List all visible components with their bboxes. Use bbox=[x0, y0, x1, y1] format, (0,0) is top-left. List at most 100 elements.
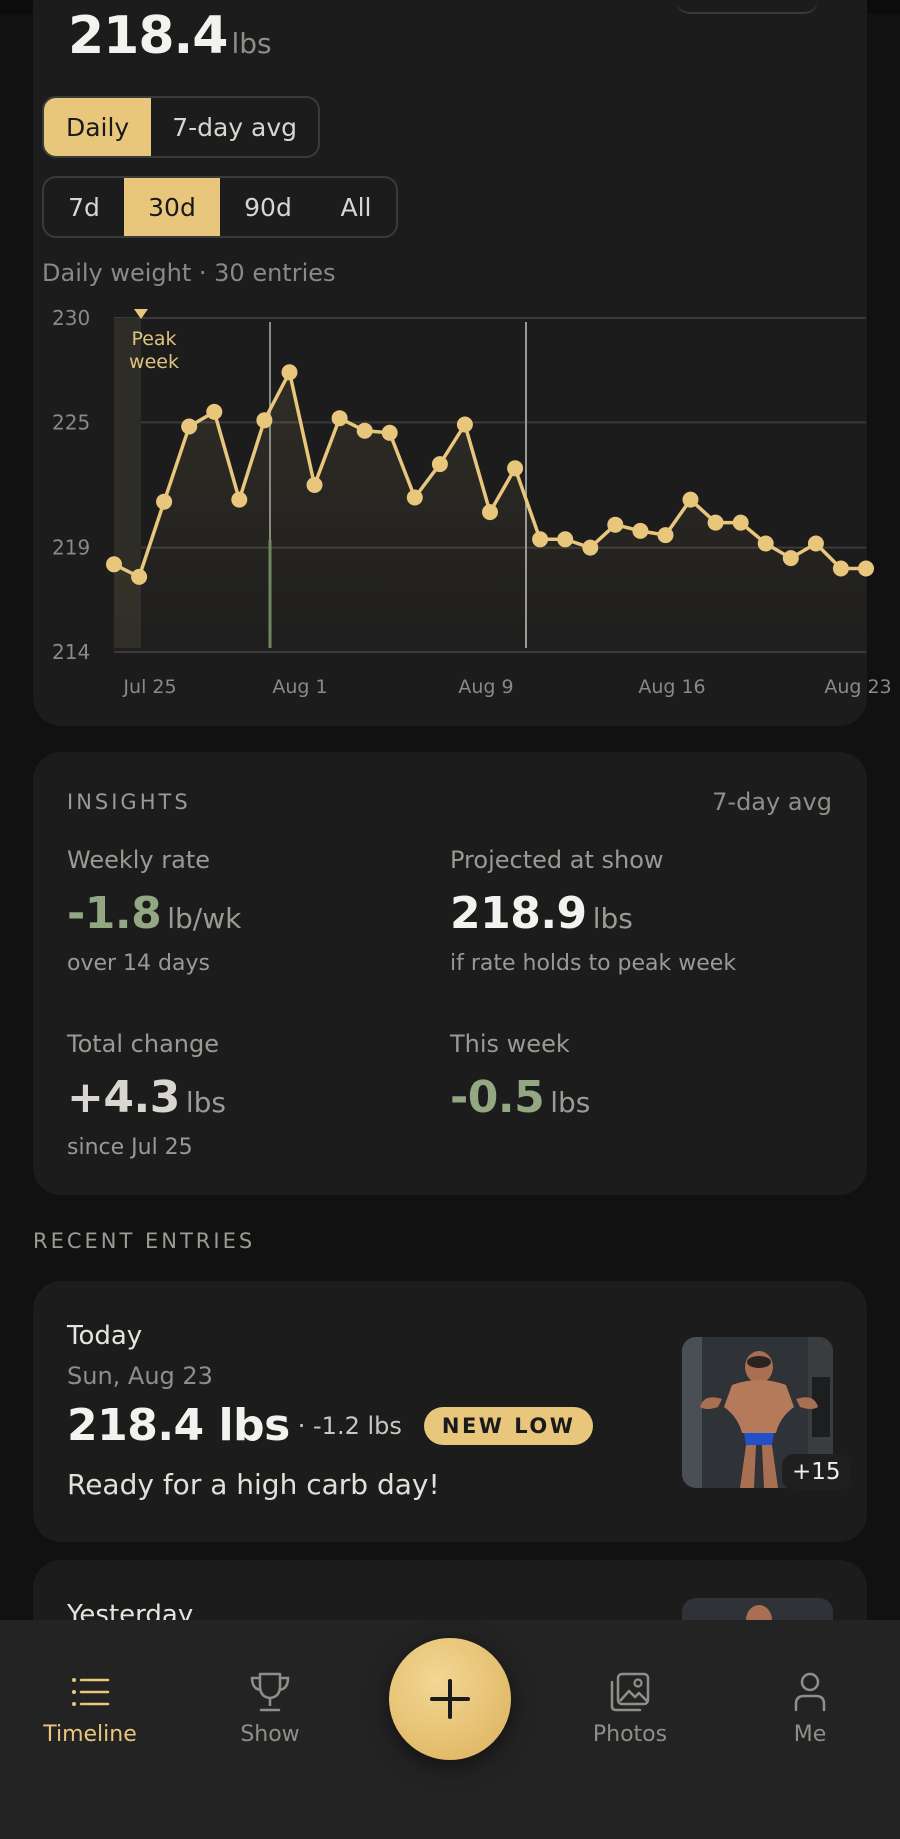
stat-projected: Projected at show 218.9 lbs if rate holds… bbox=[450, 846, 736, 976]
mode-toggle: Daily 7-day avg bbox=[42, 96, 320, 158]
nav-label: Photos bbox=[592, 1722, 668, 1747]
data-point[interactable] bbox=[782, 550, 799, 567]
data-point[interactable] bbox=[106, 556, 122, 573]
range-option-7d[interactable]: 7d bbox=[68, 192, 100, 222]
mode-option-daily[interactable]: Daily bbox=[44, 98, 152, 156]
stat-sub: if rate holds to peak week bbox=[450, 951, 737, 976]
x-tick-label: Aug 9 bbox=[458, 676, 513, 698]
y-tick-label: 219 bbox=[52, 536, 90, 560]
stat-this-week: This week -0.5 lbs bbox=[450, 1030, 590, 1123]
new-low-badge: NEW LOW bbox=[423, 1406, 594, 1445]
range-option-30d[interactable]: 30d bbox=[124, 178, 220, 236]
x-tick-label: Aug 16 bbox=[638, 676, 705, 698]
data-point[interactable] bbox=[156, 493, 173, 510]
mode-option-7day-avg[interactable]: 7-day avg bbox=[172, 112, 298, 142]
header-action-button[interactable] bbox=[676, 0, 818, 14]
weight-chart[interactable]: 230 225 219 214 Peak week Jul 25 Aug 1 Aug 9 A… bbox=[0, 290, 900, 710]
stat-value: -0.5 lbs bbox=[450, 1072, 591, 1123]
range-toggle: 7d 30d 90d All bbox=[42, 176, 398, 238]
data-point[interactable] bbox=[732, 514, 749, 531]
range-option-all[interactable]: All bbox=[340, 192, 372, 222]
current-weight: 218.4 lbs bbox=[68, 6, 272, 66]
entry-day: Today bbox=[67, 1321, 143, 1351]
nav-item-photos[interactable]: Photos bbox=[550, 1670, 710, 1747]
peak-week-marker-icon bbox=[134, 309, 148, 319]
data-point[interactable] bbox=[381, 424, 398, 441]
photos-icon bbox=[610, 1672, 650, 1712]
data-point[interactable] bbox=[807, 535, 824, 552]
range-option-90d[interactable]: 90d bbox=[244, 192, 292, 222]
data-point[interactable] bbox=[456, 416, 473, 433]
data-point[interactable] bbox=[231, 491, 248, 508]
current-weight-unit: lbs bbox=[231, 27, 272, 60]
data-point[interactable] bbox=[356, 422, 373, 439]
nav-item-me[interactable]: Me bbox=[730, 1670, 890, 1747]
data-point[interactable] bbox=[181, 418, 198, 435]
physique-photo-icon bbox=[682, 1337, 833, 1488]
entry-photo[interactable] bbox=[682, 1337, 833, 1488]
x-tick-label: Aug 1 bbox=[272, 676, 327, 698]
data-point[interactable] bbox=[757, 535, 774, 552]
nav-label: Timeline bbox=[43, 1722, 137, 1747]
data-point[interactable] bbox=[632, 522, 649, 539]
data-point[interactable] bbox=[306, 477, 323, 493]
plus-icon bbox=[430, 1679, 470, 1719]
data-point[interactable] bbox=[682, 491, 699, 508]
y-tick-label: 214 bbox=[52, 640, 90, 664]
data-point[interactable] bbox=[256, 412, 273, 429]
stat-label: This week bbox=[450, 1030, 570, 1058]
y-tick-label: 230 bbox=[52, 306, 90, 330]
entry-delta: · -1.2 lbs bbox=[297, 1411, 402, 1440]
insights-card bbox=[33, 752, 867, 1195]
trophy-icon bbox=[250, 1672, 290, 1712]
insights-title: INSIGHTS bbox=[67, 790, 191, 814]
data-point[interactable] bbox=[331, 410, 348, 427]
stat-value: -1.8 lb/wk bbox=[67, 888, 242, 939]
x-tick-label: Aug 23 bbox=[824, 676, 891, 698]
data-point[interactable] bbox=[507, 460, 524, 477]
y-tick-label: 225 bbox=[52, 410, 90, 434]
stat-total-change: Total change +4.3 lbs since Jul 25 bbox=[67, 1030, 226, 1160]
data-point[interactable] bbox=[858, 560, 874, 577]
stat-sub: over 14 days bbox=[67, 951, 210, 976]
nav-label: Show bbox=[240, 1722, 300, 1747]
stat-label: Projected at show bbox=[450, 846, 664, 874]
person-icon bbox=[794, 1672, 826, 1712]
data-point[interactable] bbox=[532, 531, 549, 548]
chart-caption: Daily weight · 30 entries bbox=[42, 259, 336, 287]
nav-item-timeline[interactable]: Timeline bbox=[10, 1670, 170, 1747]
entry-note: Ready for a high carb day! bbox=[67, 1468, 440, 1501]
add-entry-button[interactable] bbox=[389, 1638, 511, 1760]
annotation-peak: Peak bbox=[131, 328, 176, 350]
nav-item-show[interactable]: Show bbox=[190, 1670, 350, 1747]
entry-weight-row: 218.4 lbs · -1.2 lbs NEW LOW bbox=[67, 1400, 594, 1451]
data-point[interactable] bbox=[281, 364, 298, 381]
current-weight-value: 218.4 bbox=[68, 6, 228, 66]
data-point[interactable] bbox=[482, 504, 498, 521]
data-point[interactable] bbox=[557, 531, 574, 548]
recent-entries-title: RECENT ENTRIES bbox=[33, 1229, 256, 1253]
x-tick-label: Jul 25 bbox=[122, 676, 176, 698]
annotation-week: week bbox=[129, 351, 179, 373]
data-point[interactable] bbox=[431, 456, 448, 473]
data-point[interactable] bbox=[582, 539, 599, 556]
stat-label: Weekly rate bbox=[67, 846, 211, 874]
stat-value: +4.3 lbs bbox=[67, 1072, 226, 1123]
data-point[interactable] bbox=[406, 489, 423, 506]
stat-weekly-rate: Weekly rate -1.8 lb/wk over 14 days bbox=[67, 846, 241, 976]
data-point[interactable] bbox=[832, 560, 849, 577]
data-point[interactable] bbox=[607, 516, 624, 533]
insights-mode[interactable]: 7-day avg bbox=[712, 788, 832, 816]
stat-label: Total change bbox=[67, 1030, 220, 1058]
stat-value: 218.9 lbs bbox=[450, 888, 633, 939]
data-point[interactable] bbox=[131, 568, 148, 585]
data-point[interactable] bbox=[657, 527, 674, 544]
data-point[interactable] bbox=[707, 514, 724, 531]
nav-label: Me bbox=[793, 1722, 827, 1747]
list-icon bbox=[72, 1678, 110, 1706]
data-point[interactable] bbox=[206, 403, 223, 420]
photo-count: +15 bbox=[782, 1454, 851, 1490]
stat-sub: since Jul 25 bbox=[67, 1135, 193, 1160]
entry-weight: 218.4 lbs bbox=[67, 1400, 290, 1451]
entry-date: Sun, Aug 23 bbox=[67, 1362, 213, 1390]
